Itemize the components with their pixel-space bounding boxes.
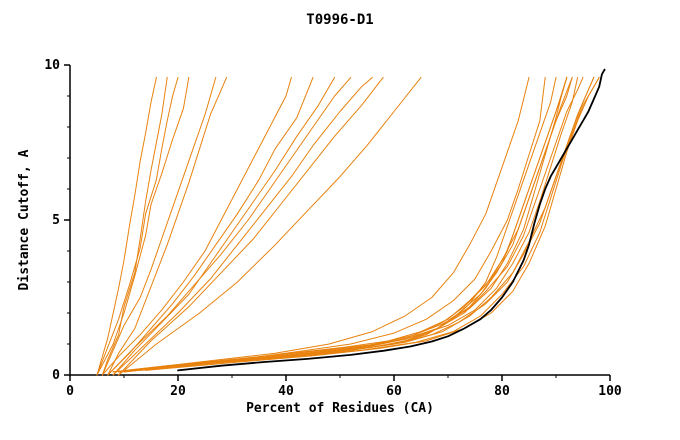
series-line-model-03 — [96, 76, 179, 376]
series-line-model-01 — [96, 76, 157, 376]
y-tick-label: 5 — [52, 213, 60, 228]
series-line-model-20 — [118, 76, 584, 373]
series-line-model-21 — [123, 76, 595, 373]
series-line-model-24 — [112, 76, 530, 373]
y-axis-label: Distance Cutoff, A — [17, 149, 32, 290]
series-line-model-17 — [112, 76, 568, 373]
chart-title: T0996-D1 — [306, 12, 373, 28]
series-line-model-18 — [128, 76, 573, 371]
series-line-model-26 — [123, 76, 568, 372]
y-tick-label: 0 — [52, 368, 60, 383]
series-line-model-15 — [118, 76, 568, 373]
series-line-model-27 — [145, 76, 600, 371]
series-line-model-11 — [112, 76, 373, 376]
tick-labels: 0 20 40 60 80 100 0 5 10 — [44, 58, 622, 399]
series-line-model-04 — [101, 76, 217, 376]
series-line-model-08 — [107, 76, 314, 376]
series-line-model-12 — [118, 76, 384, 376]
series-line-model-13 — [118, 76, 422, 376]
series-line-model-25 — [118, 76, 546, 373]
series-line-model-06 — [96, 76, 190, 376]
x-tick-label: 20 — [170, 384, 186, 399]
series-line-model-23 — [139, 76, 600, 371]
series-line-model-22 — [134, 76, 595, 371]
x-tick-label: 60 — [386, 384, 402, 399]
series-line-model-09 — [112, 76, 336, 376]
x-tick-label: 100 — [598, 384, 622, 399]
series-lines — [96, 68, 606, 376]
series-line-model-10 — [107, 76, 352, 376]
y-tick-label: 10 — [44, 58, 60, 73]
x-tick-label: 80 — [494, 384, 510, 399]
series-line-model-19 — [123, 76, 579, 373]
x-tick-label: 40 — [278, 384, 294, 399]
axes — [64, 64, 611, 381]
series-line-model-05 — [107, 76, 228, 376]
x-tick-label: 0 — [66, 384, 74, 399]
series-line-model-07 — [101, 76, 292, 376]
series-line-model-02 — [101, 76, 168, 376]
series-line-reference-black — [177, 68, 606, 372]
x-axis-label: Percent of Residues (CA) — [246, 401, 434, 416]
